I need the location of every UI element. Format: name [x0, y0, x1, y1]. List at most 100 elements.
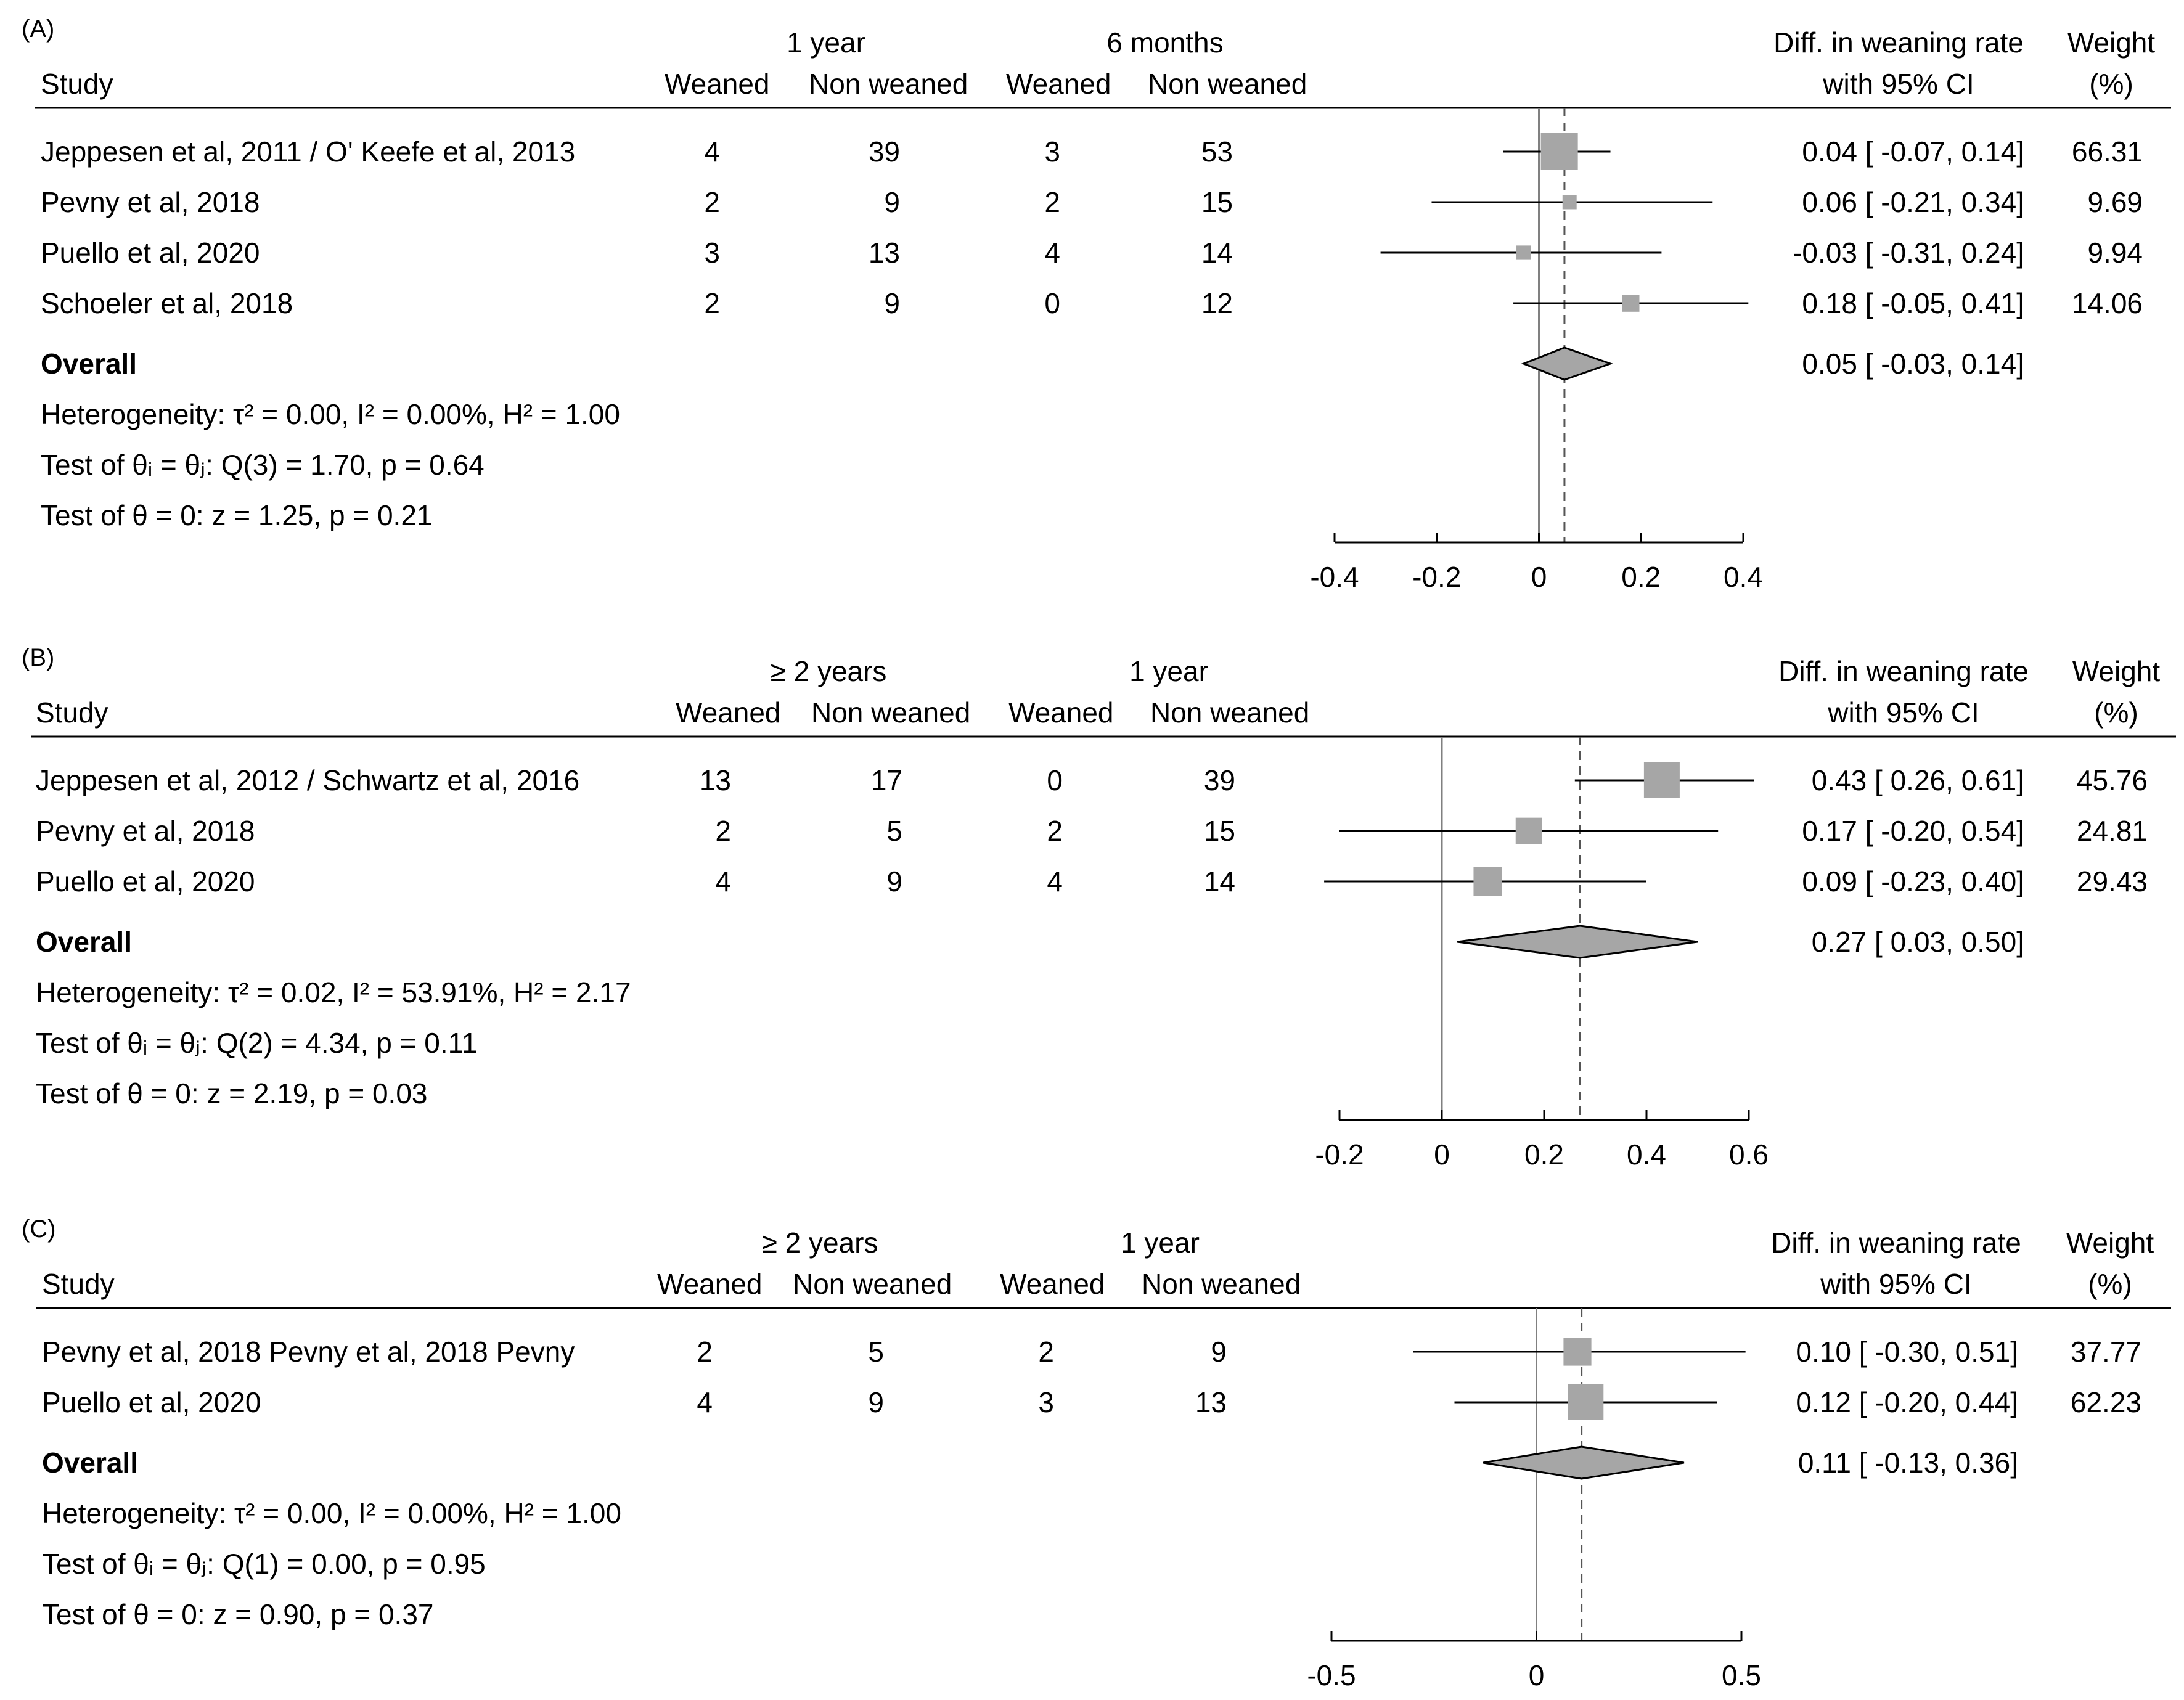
- weaned2-column-header: Weaned: [1006, 68, 1111, 100]
- overall-label: Overall: [41, 348, 137, 380]
- q-test-stats: Test of θᵢ = θⱼ: Q(1) = 0.00, p = 0.95: [42, 1548, 486, 1580]
- weight-value: 37.77: [2071, 1336, 2141, 1368]
- overall-diamond: [1483, 1445, 1685, 1480]
- study-estimate-square: [1515, 817, 1542, 844]
- overall-ci-value: 0.27 [ 0.03, 0.50]: [1812, 926, 2024, 958]
- weaned2-value: 2: [1047, 815, 1063, 847]
- weight-column-subheader: (%): [2094, 697, 2138, 729]
- study-name: Puello et al, 2020: [36, 865, 255, 897]
- study-estimate-square: [1622, 295, 1640, 312]
- x-axis-tick-label: -0.2: [1315, 1138, 1364, 1171]
- group2-header: 1 year: [1129, 655, 1208, 687]
- study-estimate-square: [1562, 195, 1577, 210]
- study-name: Schoeler et al, 2018: [41, 287, 293, 319]
- effect-ci-value: 0.09 [ -0.23, 0.40]: [1802, 865, 2024, 897]
- weaned2-column-header: Weaned: [1008, 697, 1114, 729]
- weight-column-header: Weight: [2067, 27, 2156, 59]
- effect-ci-value: -0.03 [ -0.31, 0.24]: [1793, 237, 2024, 269]
- effect-ci-value: 0.10 [ -0.30, 0.51]: [1796, 1336, 2018, 1368]
- x-axis-tick-label: -0.5: [1307, 1659, 1356, 1691]
- study-name: Pevny et al, 2018: [41, 186, 260, 218]
- group1-header: ≥ 2 years: [771, 655, 887, 687]
- effect-column-subheader: with 95% CI: [1822, 68, 1974, 100]
- weight-column-subheader: (%): [2089, 68, 2133, 100]
- weaned1-value: 4: [715, 865, 731, 897]
- x-axis-tick-label: 0.2: [1621, 561, 1661, 593]
- nonweaned1-value: 39: [869, 136, 900, 168]
- nonweaned2-value: 15: [1201, 186, 1233, 218]
- z-test-stats: Test of θ = 0: z = 1.25, p = 0.21: [41, 499, 433, 531]
- study-name: Jeppesen et al, 2012 / Schwartz et al, 2…: [36, 764, 579, 796]
- overall-label: Overall: [36, 926, 132, 958]
- group1-header: ≥ 2 years: [762, 1227, 878, 1259]
- weaned2-column-header: Weaned: [1000, 1268, 1105, 1300]
- x-axis-tick-label: 0.5: [1722, 1659, 1761, 1691]
- nonweaned1-column-header: Non weaned: [793, 1268, 952, 1300]
- effect-ci-value: 0.06 [ -0.21, 0.34]: [1802, 186, 2024, 218]
- study-estimate-square: [1540, 133, 1578, 170]
- study-estimate-square: [1473, 867, 1502, 896]
- heterogeneity-stats: Heterogeneity: τ² = 0.02, I² = 53.91%, H…: [36, 976, 631, 1008]
- weaned1-value: 2: [704, 287, 720, 319]
- weaned2-value: 3: [1044, 136, 1060, 168]
- weight-value: 14.06: [2072, 287, 2143, 319]
- group1-header: 1 year: [787, 27, 865, 59]
- effect-ci-value: 0.18 [ -0.05, 0.41]: [1802, 287, 2024, 319]
- weaned1-column-header: Weaned: [665, 68, 770, 100]
- nonweaned2-value: 53: [1201, 136, 1233, 168]
- study-column-header: Study: [41, 68, 113, 100]
- nonweaned1-value: 13: [869, 237, 900, 269]
- weight-column-header: Weight: [2066, 1227, 2154, 1259]
- study-name: Puello et al, 2020: [41, 237, 260, 269]
- nonweaned1-value: 9: [886, 865, 902, 897]
- z-test-stats: Test of θ = 0: z = 0.90, p = 0.37: [42, 1598, 434, 1630]
- q-test-stats: Test of θᵢ = θⱼ: Q(3) = 1.70, p = 0.64: [41, 449, 485, 481]
- weaned1-value: 13: [700, 764, 731, 796]
- group2-header: 6 months: [1106, 27, 1223, 59]
- weaned1-value: 2: [715, 815, 731, 847]
- nonweaned2-value: 12: [1201, 287, 1233, 319]
- weight-value: 62.23: [2071, 1386, 2141, 1418]
- weight-column-subheader: (%): [2088, 1268, 2132, 1300]
- study-name: Pevny et al, 2018: [36, 815, 255, 847]
- weaned2-value: 0: [1044, 287, 1060, 319]
- panel-label: (A): [22, 15, 54, 43]
- study-name: Jeppesen et al, 2011 / O' Keefe et al, 2…: [41, 136, 575, 168]
- weaned2-value: 4: [1044, 237, 1060, 269]
- study-estimate-square: [1563, 1338, 1592, 1366]
- weaned2-value: 4: [1047, 865, 1063, 897]
- effect-ci-value: 0.17 [ -0.20, 0.54]: [1802, 815, 2024, 847]
- weaned1-value: 4: [704, 136, 720, 168]
- weight-value: 9.69: [2087, 186, 2143, 218]
- study-estimate-square: [1568, 1384, 1604, 1420]
- effect-column-subheader: with 95% CI: [1827, 697, 1979, 729]
- weight-column-header: Weight: [2072, 655, 2161, 687]
- x-axis-tick-label: 0: [1531, 561, 1547, 593]
- nonweaned1-value: 5: [886, 815, 902, 847]
- effect-column-header: Diff. in weaning rate: [1773, 27, 2024, 59]
- nonweaned2-value: 9: [1211, 1336, 1227, 1368]
- x-axis-tick-label: -0.2: [1412, 561, 1461, 593]
- nonweaned2-column-header: Non weaned: [1150, 697, 1309, 729]
- weaned1-value: 3: [704, 237, 720, 269]
- study-column-header: Study: [42, 1268, 115, 1300]
- weight-value: 45.76: [2077, 764, 2148, 796]
- nonweaned2-value: 14: [1201, 237, 1233, 269]
- nonweaned2-value: 14: [1204, 865, 1235, 897]
- x-axis-tick-label: 0.4: [1724, 561, 1763, 593]
- nonweaned2-value: 39: [1204, 764, 1235, 796]
- nonweaned1-value: 5: [868, 1336, 884, 1368]
- study-estimate-square: [1516, 245, 1531, 260]
- nonweaned2-value: 13: [1195, 1386, 1227, 1418]
- q-test-stats: Test of θᵢ = θⱼ: Q(2) = 4.34, p = 0.11: [36, 1027, 477, 1059]
- nonweaned1-value: 9: [868, 1386, 884, 1418]
- effect-column-header: Diff. in weaning rate: [1778, 655, 2029, 687]
- weight-value: 66.31: [2072, 136, 2143, 168]
- overall-ci-value: 0.05 [ -0.03, 0.14]: [1802, 348, 2024, 380]
- nonweaned2-value: 15: [1204, 815, 1235, 847]
- weaned2-value: 3: [1038, 1386, 1054, 1418]
- study-name: Pevny et al, 2018 Pevny et al, 2018 Pevn…: [42, 1336, 575, 1368]
- x-axis-tick-label: 0.4: [1627, 1138, 1666, 1171]
